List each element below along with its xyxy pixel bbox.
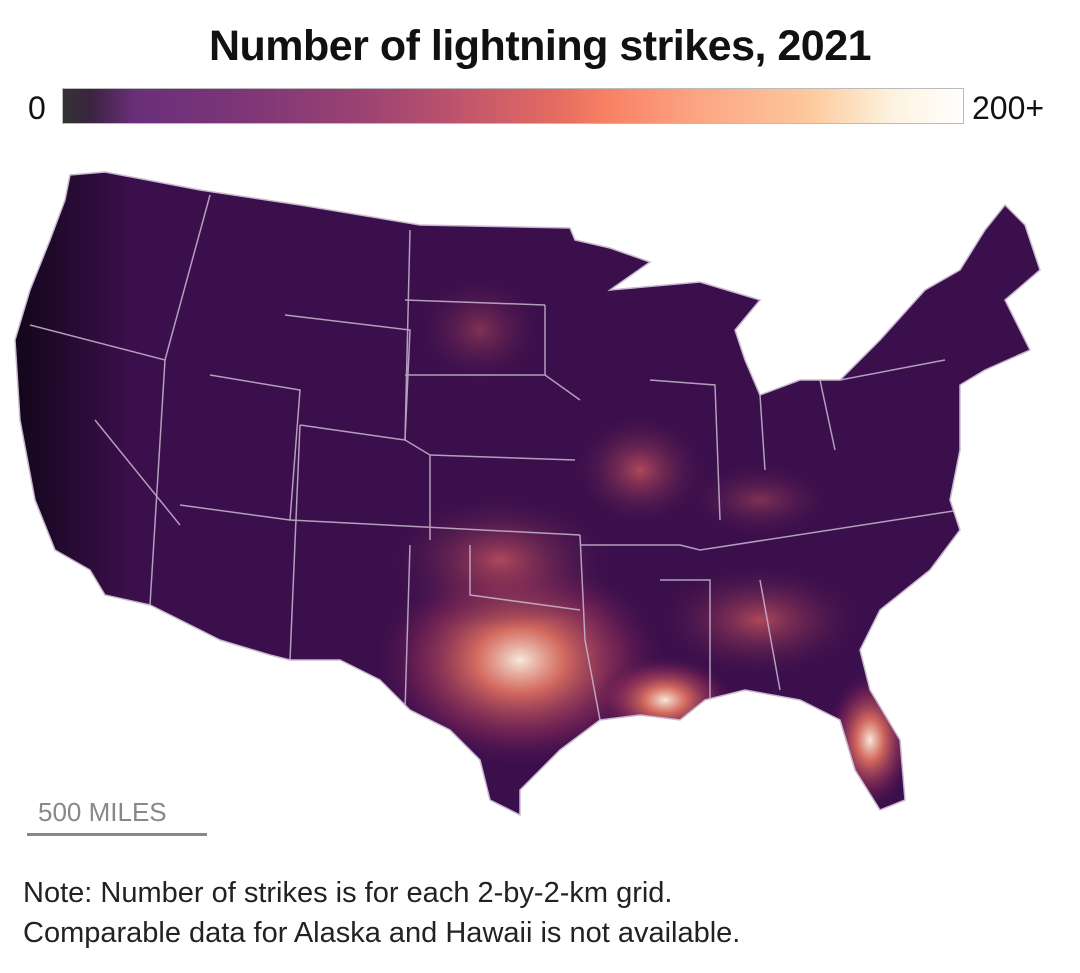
legend-min-label: 0: [28, 90, 46, 126]
us-lightning-map: [14, 171, 1041, 816]
state-borders: [29, 194, 961, 721]
hotspot-missouri: [570, 410, 710, 530]
color-scale-legend: [62, 88, 964, 124]
note-line-1: Note: Number of strikes is for each 2-by…: [23, 877, 673, 909]
note-line-2: Comparable data for Alaska and Hawaii is…: [23, 917, 741, 949]
hotspot-plains: [410, 270, 550, 390]
hotspot-southeast: [650, 560, 870, 680]
legend-max-label: 200+: [972, 90, 1045, 126]
footnote: Note: Number of strikes is for each 2-by…: [23, 873, 740, 953]
scale-bar: [27, 833, 207, 836]
west-coast-low-region: [15, 172, 130, 620]
map-title: Number of lightning strikes, 2021: [208, 22, 872, 70]
hotspot-ohio-valley: [680, 460, 840, 540]
scale-label: 500 MILES: [38, 797, 167, 827]
hotspot-oklahoma: [380, 490, 620, 630]
